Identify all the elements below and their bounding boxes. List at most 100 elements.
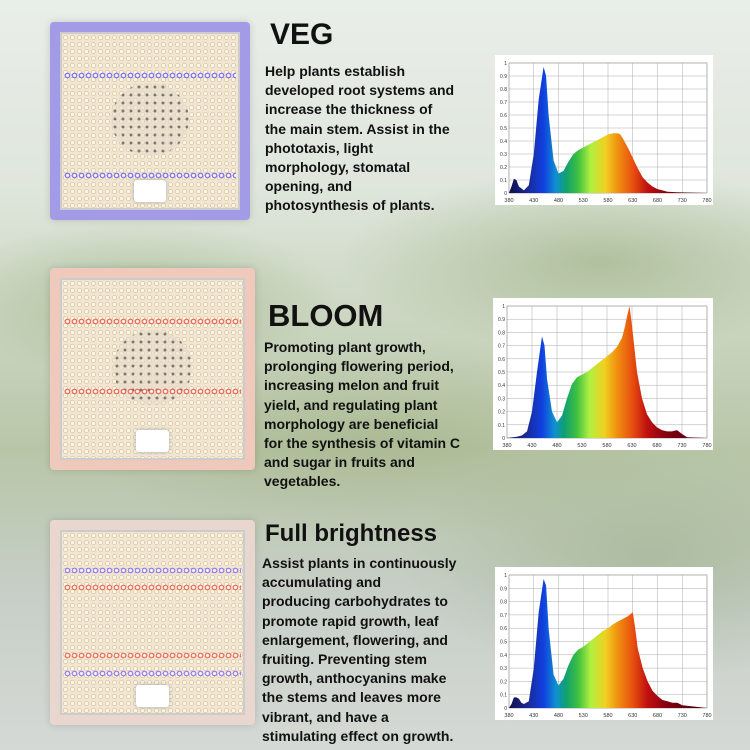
x-tick-label: 730 bbox=[678, 198, 687, 204]
description-line: growth, anthocyanins make bbox=[262, 670, 447, 687]
y-tick-label: 0.2 bbox=[500, 679, 507, 685]
x-tick-label: 730 bbox=[678, 713, 687, 719]
description-line: photosynthesis of plants. bbox=[265, 197, 435, 214]
y-tick-label: 1 bbox=[502, 304, 505, 310]
y-tick-label: 0.2 bbox=[498, 410, 505, 416]
bloom-lamp-image bbox=[50, 268, 255, 470]
x-tick-label: 630 bbox=[627, 443, 636, 449]
description-line: phototaxis, light bbox=[265, 139, 374, 156]
description-line: Help plants establish bbox=[265, 63, 406, 79]
chart-svg: 380 430 480 530 580 630 680 730 780 0 0.1 0.2 0.3 0.4… bbox=[500, 573, 712, 719]
description-line: Promoting plant growth, bbox=[264, 339, 426, 355]
x-tick-label: 580 bbox=[602, 443, 611, 449]
y-tick-label: 0.7 bbox=[500, 100, 507, 106]
x-tick-label: 430 bbox=[529, 713, 538, 719]
x-tick-label: 530 bbox=[579, 198, 588, 204]
y-tick-label: 1 bbox=[504, 61, 507, 67]
y-tick-label: 0.5 bbox=[500, 126, 507, 132]
description-line: promote rapid growth, leaf bbox=[262, 612, 439, 629]
x-tick-label: 480 bbox=[552, 443, 561, 449]
y-tick-label: 0.2 bbox=[500, 165, 507, 171]
x-tick-label: 780 bbox=[702, 443, 711, 449]
section-title: VEG bbox=[270, 18, 334, 51]
y-tick-label: 0.1 bbox=[500, 178, 507, 184]
section-title: Full brightness bbox=[265, 520, 438, 547]
full-brightness-lamp-image bbox=[50, 520, 255, 725]
veg-spectrum-chart: 380 430 480 530 580 630 680 730 780 0 0.1 0.2 0.3 0.4… bbox=[495, 55, 713, 205]
y-tick-label: 0.3 bbox=[498, 396, 505, 402]
description-line: Assist plants in continuously bbox=[262, 555, 457, 571]
chart-svg: 380 430 480 530 580 630 680 730 780 0 0.1 0.2 0.3 0.4… bbox=[498, 304, 712, 449]
chart-svg: 380 430 480 530 580 630 680 730 780 0 0.1 0.2 0.3 0.4… bbox=[500, 61, 712, 204]
x-tick-label: 380 bbox=[502, 443, 511, 449]
y-tick-label: 0 bbox=[504, 191, 507, 197]
x-tick-label: 580 bbox=[603, 713, 612, 719]
y-tick-label: 0.3 bbox=[500, 666, 507, 672]
x-tick-label: 680 bbox=[653, 713, 662, 719]
x-tick-label: 480 bbox=[554, 713, 563, 719]
spectrum-area bbox=[509, 579, 707, 708]
spectrum-area bbox=[509, 66, 707, 193]
description-line: morphology, stomatal bbox=[265, 159, 411, 176]
section-description: Promoting plant growth, prolonging flowe… bbox=[264, 338, 460, 492]
description-line: fruiting. Preventing stem bbox=[262, 651, 427, 668]
x-tick-label: 680 bbox=[652, 443, 661, 449]
y-tick-label: 0.6 bbox=[498, 357, 505, 363]
description-line: and sugar in fruits and bbox=[264, 454, 415, 471]
y-tick-label: 0.6 bbox=[500, 113, 507, 119]
x-tick-label: 680 bbox=[653, 198, 662, 204]
y-tick-label: 0.8 bbox=[500, 87, 507, 93]
description-line: increasing melon and fruit bbox=[264, 377, 440, 394]
description-line: developed root systems and bbox=[265, 82, 455, 99]
full-brightness-spectrum-chart: 380 430 480 530 580 630 680 730 780 0 0.1 0.2 0.3 0.4… bbox=[495, 567, 713, 720]
x-tick-label: 430 bbox=[527, 443, 536, 449]
bloom-spectrum-chart: 380 430 480 530 580 630 680 730 780 0 0.1 0.2 0.3 0.4… bbox=[493, 298, 713, 450]
section-description: Help plants establish developed root sys… bbox=[265, 62, 454, 216]
section-description: Assist plants in continuously accumulati… bbox=[262, 554, 456, 746]
section-title: BLOOM bbox=[268, 298, 384, 333]
description-line: enlargement, flowering, and bbox=[262, 631, 448, 648]
y-tick-label: 0.5 bbox=[500, 640, 507, 646]
y-tick-label: 0.4 bbox=[498, 383, 505, 389]
x-tick-label: 530 bbox=[577, 443, 586, 449]
description-line: vegetables. bbox=[264, 473, 341, 490]
description-line: opening, and bbox=[265, 178, 353, 195]
description-line: vibrant, and have a bbox=[262, 708, 389, 725]
x-tick-label: 780 bbox=[702, 713, 711, 719]
x-tick-label: 630 bbox=[628, 713, 637, 719]
x-tick-label: 380 bbox=[504, 198, 513, 204]
description-line: the stems and leaves more bbox=[262, 689, 441, 706]
description-line: for the synthesis of vitamin C bbox=[264, 435, 461, 452]
description-line: prolonging flowering period, bbox=[264, 358, 454, 375]
description-line: yield, and regulating plant bbox=[264, 396, 438, 413]
description-line: increase the thickness of bbox=[265, 101, 433, 118]
y-tick-label: 0.6 bbox=[500, 626, 507, 632]
x-tick-label: 530 bbox=[579, 713, 588, 719]
x-tick-label: 430 bbox=[529, 198, 538, 204]
y-tick-label: 0.4 bbox=[500, 139, 507, 145]
veg-lamp-image bbox=[50, 22, 250, 220]
y-tick-label: 0.8 bbox=[500, 600, 507, 606]
description-line: the main stem. Assist in the bbox=[265, 120, 450, 137]
y-tick-label: 0.8 bbox=[498, 330, 505, 336]
y-tick-label: 0.9 bbox=[500, 74, 507, 80]
y-tick-label: 0.3 bbox=[500, 152, 507, 158]
y-tick-label: 1 bbox=[504, 573, 507, 579]
y-tick-label: 0.7 bbox=[498, 344, 505, 350]
description-line: stimulating effect on growth. bbox=[262, 727, 454, 744]
y-tick-label: 0.1 bbox=[500, 693, 507, 699]
x-tick-label: 630 bbox=[628, 198, 637, 204]
y-tick-label: 0.9 bbox=[500, 586, 507, 592]
y-tick-label: 0 bbox=[502, 436, 505, 442]
description-line: accumulating and bbox=[262, 574, 382, 591]
spectrum-area bbox=[507, 306, 707, 438]
x-tick-label: 580 bbox=[603, 198, 612, 204]
x-tick-label: 480 bbox=[554, 198, 563, 204]
y-tick-label: 0.1 bbox=[498, 423, 505, 429]
x-tick-label: 780 bbox=[702, 198, 711, 204]
y-tick-label: 0.4 bbox=[500, 653, 507, 659]
x-tick-label: 380 bbox=[504, 713, 513, 719]
x-tick-label: 730 bbox=[677, 443, 686, 449]
y-tick-label: 0.7 bbox=[500, 613, 507, 619]
y-tick-label: 0.5 bbox=[498, 370, 505, 376]
